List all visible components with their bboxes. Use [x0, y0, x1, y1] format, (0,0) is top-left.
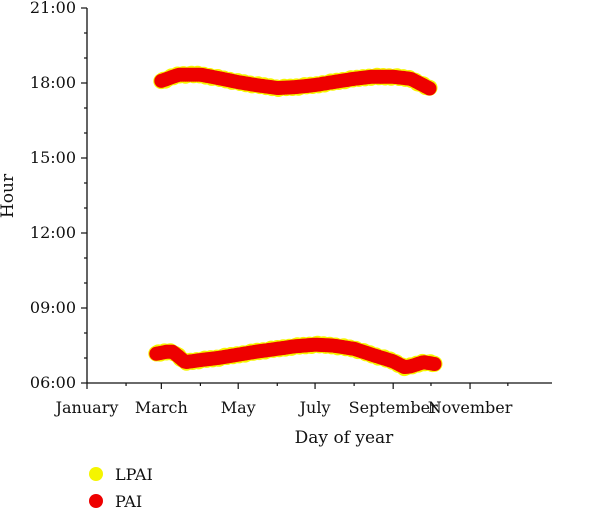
legend-label-pai: PAI: [115, 492, 142, 508]
y-axis-ticks: 06:00 09:00 12:00 15:00 18:00 21:00: [30, 0, 87, 392]
y-tick-label: 15:00: [30, 148, 76, 167]
legend-label-lpai: LPAI: [115, 465, 153, 484]
series-lpai: [148, 65, 443, 377]
legend: LPAI PAI: [89, 465, 153, 511]
y-axis-title: Hour: [0, 173, 18, 218]
axes: 06:00 09:00 12:00 15:00 18:00 21:00 January Ma…: [30, 0, 552, 417]
y-tick-label: 06:00: [30, 373, 76, 392]
x-tick-label: March: [135, 398, 188, 417]
x-tick-label: January: [54, 398, 119, 417]
legend-swatch-pai: [89, 494, 103, 508]
y-tick-label: 18:00: [30, 73, 76, 92]
y-tick-label: 09:00: [30, 298, 76, 317]
y-tick-label: 21:00: [30, 0, 76, 17]
x-tick-label: May: [221, 398, 256, 417]
legend-swatch-lpai: [89, 467, 103, 481]
x-tick-label: July: [298, 398, 331, 417]
data-marks: [148, 65, 443, 377]
data-point: [427, 357, 442, 371]
x-tick-label: November: [428, 398, 513, 417]
data-point: [422, 81, 437, 96]
series-pai: [149, 67, 442, 374]
x-axis-title: Day of year: [295, 428, 395, 448]
x-tick-label: September: [349, 398, 438, 417]
y-tick-label: 12:00: [30, 223, 76, 242]
